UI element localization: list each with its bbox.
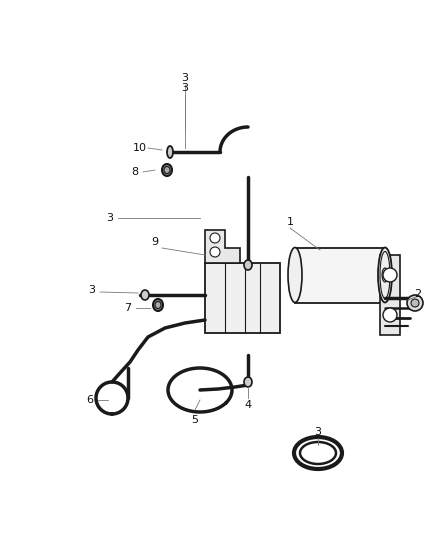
Text: 8: 8: [131, 167, 138, 177]
Circle shape: [210, 247, 220, 257]
Bar: [205, 263, 280, 333]
Circle shape: [411, 299, 419, 307]
Text: 3: 3: [181, 73, 188, 83]
Text: 4: 4: [244, 400, 251, 410]
Text: 3: 3: [314, 427, 321, 437]
Text: 6: 6: [86, 395, 93, 405]
Ellipse shape: [294, 437, 342, 469]
Ellipse shape: [378, 247, 392, 303]
Ellipse shape: [167, 146, 173, 158]
Circle shape: [407, 295, 423, 311]
Circle shape: [383, 268, 397, 282]
Ellipse shape: [153, 299, 163, 311]
Text: 1: 1: [286, 217, 293, 227]
Circle shape: [383, 308, 397, 322]
Ellipse shape: [244, 260, 252, 270]
Ellipse shape: [300, 442, 336, 464]
Polygon shape: [205, 230, 240, 263]
Ellipse shape: [244, 377, 252, 387]
Polygon shape: [380, 255, 400, 335]
Circle shape: [210, 233, 220, 243]
Text: 3: 3: [106, 213, 113, 223]
Ellipse shape: [172, 371, 228, 409]
Text: 9: 9: [152, 237, 159, 247]
Text: 5: 5: [191, 415, 198, 425]
Ellipse shape: [382, 268, 388, 282]
Text: 7: 7: [124, 303, 131, 313]
Text: 2: 2: [414, 289, 421, 299]
Text: 3: 3: [181, 83, 188, 93]
Ellipse shape: [162, 164, 172, 176]
Ellipse shape: [164, 166, 170, 174]
Ellipse shape: [155, 302, 161, 309]
Ellipse shape: [141, 290, 149, 300]
Bar: [295, 248, 385, 303]
Ellipse shape: [288, 247, 302, 303]
Text: 10: 10: [133, 143, 147, 153]
Text: 3: 3: [88, 285, 95, 295]
